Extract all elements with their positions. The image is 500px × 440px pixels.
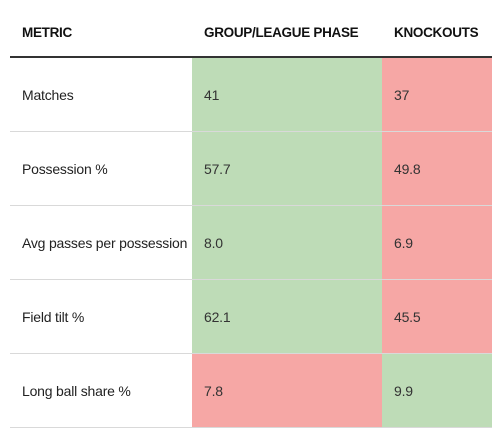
group-value-cell: 7.8 bbox=[192, 354, 382, 427]
header-knockouts: KNOCKOUTS bbox=[394, 24, 479, 40]
knockouts-value-cell: 37 bbox=[382, 58, 492, 131]
metric-cell: Avg passes per possession bbox=[22, 234, 188, 251]
table-row: Matches 41 37 bbox=[10, 58, 492, 132]
table-row: Possession % 57.7 49.8 bbox=[10, 132, 492, 206]
knockouts-value-cell: 9.9 bbox=[382, 354, 492, 427]
table-row: Avg passes per possession 8.0 6.9 bbox=[10, 206, 492, 280]
group-value-cell: 8.0 bbox=[192, 206, 382, 279]
table-row: Field tilt % 62.1 45.5 bbox=[10, 280, 492, 354]
group-value-cell: 62.1 bbox=[192, 280, 382, 353]
group-value-cell: 41 bbox=[192, 58, 382, 131]
metric-cell: Possession % bbox=[22, 160, 108, 177]
group-value-cell: 57.7 bbox=[192, 132, 382, 205]
table-header-row: METRIC GROUP/LEAGUE PHASE KNOCKOUTS bbox=[10, 8, 492, 58]
header-metric: METRIC bbox=[22, 24, 72, 40]
knockouts-value-cell: 6.9 bbox=[382, 206, 492, 279]
metric-cell: Long ball share % bbox=[22, 382, 131, 399]
knockouts-value-cell: 45.5 bbox=[382, 280, 492, 353]
header-group-league-phase: GROUP/LEAGUE PHASE bbox=[204, 24, 359, 40]
knockouts-value-cell: 49.8 bbox=[382, 132, 492, 205]
comparison-table: METRIC GROUP/LEAGUE PHASE KNOCKOUTS Matc… bbox=[10, 8, 492, 428]
metric-cell: Field tilt % bbox=[22, 308, 85, 325]
table-row: Long ball share % 7.8 9.9 bbox=[10, 354, 492, 428]
metric-cell: Matches bbox=[22, 86, 74, 103]
